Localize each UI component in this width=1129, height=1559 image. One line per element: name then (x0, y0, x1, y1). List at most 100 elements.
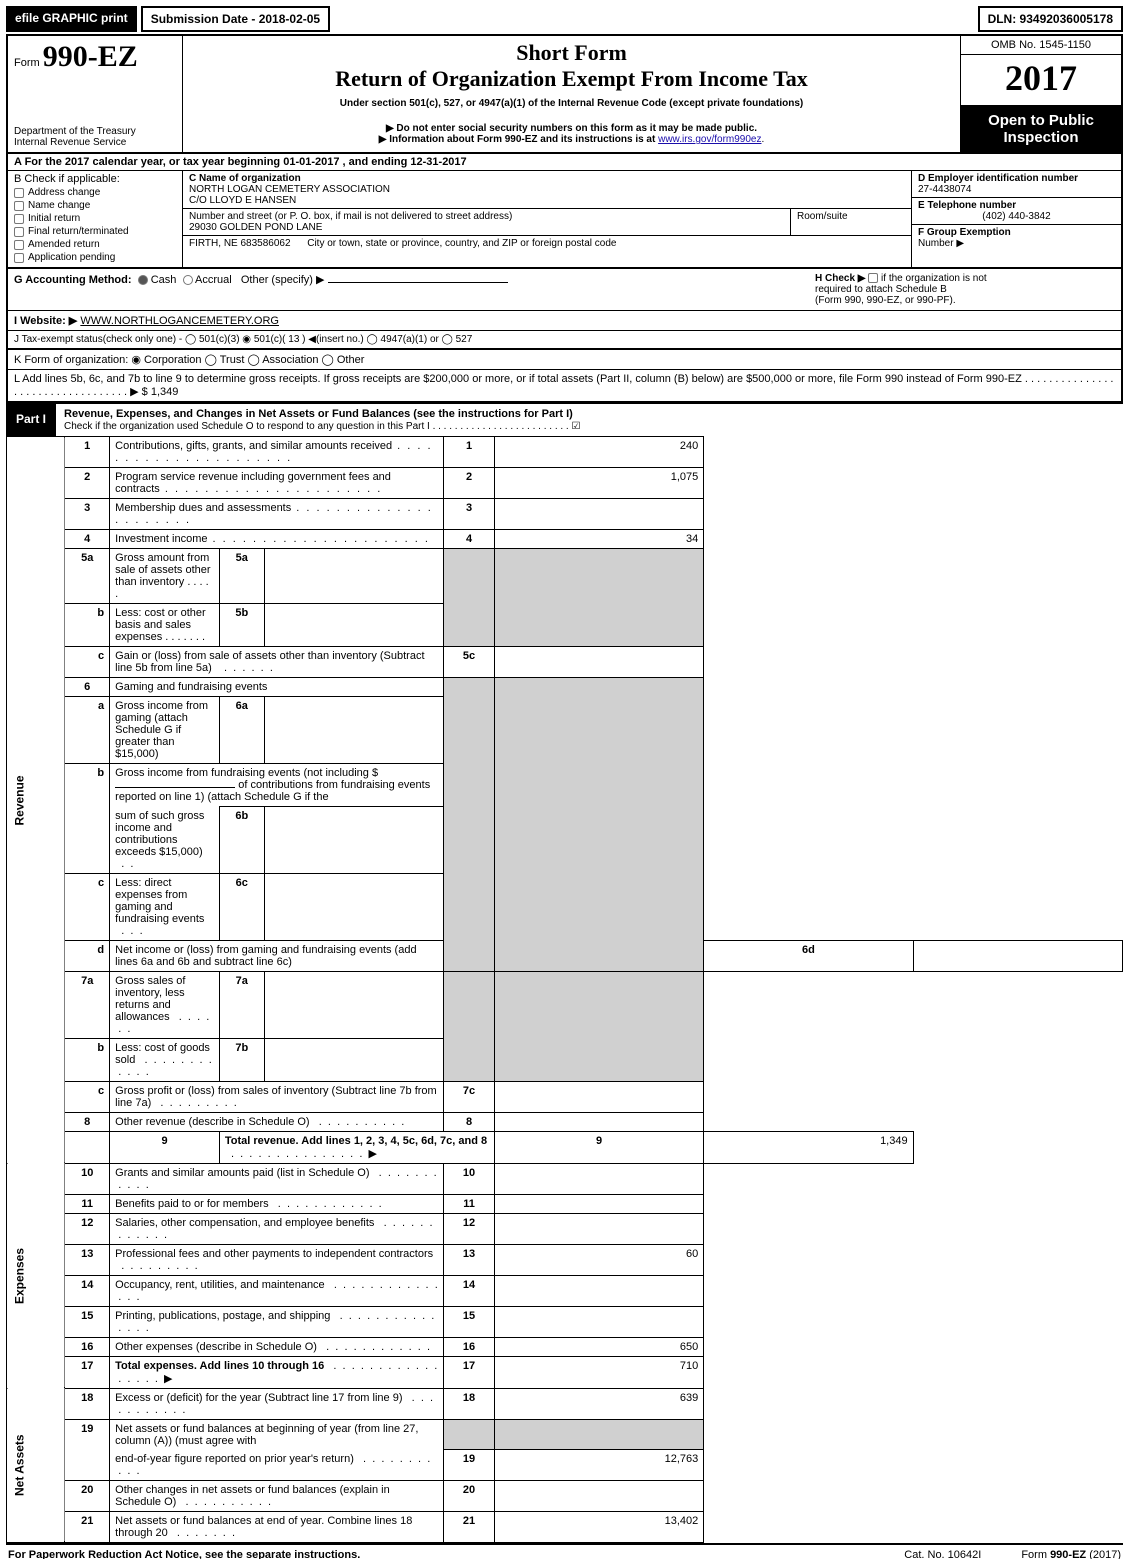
line-2-val: 1,075 (494, 468, 703, 499)
line-20-num: 20 (444, 1480, 495, 1511)
form-footer-label: Form 990-EZ (2017) (1021, 1549, 1121, 1559)
line-4-no: 4 (65, 530, 110, 549)
group-exemption-block: F Group Exemption Number ▶ (912, 225, 1121, 251)
line-12-val (494, 1213, 703, 1244)
line-7c-text: Gross profit or (loss) from sales of inv… (115, 1085, 437, 1109)
period-end: 12-31-2017 (410, 156, 466, 168)
form-of-organization: K Form of organization: ◉ Corporation ◯ … (8, 350, 1121, 369)
line-16-num: 16 (444, 1337, 495, 1356)
line-5a-mini: 5a (219, 549, 264, 604)
cash-radio[interactable] (138, 275, 148, 285)
tax-exempt-status: J Tax-exempt status(check only one) - ◯ … (8, 330, 1121, 348)
application-pending-label: Application pending (28, 252, 115, 263)
open-to-public: Open to Public Inspection (961, 106, 1121, 152)
grey-7ab (444, 971, 495, 1081)
line-5c-val (494, 647, 703, 678)
line-6c-mini: 6c (219, 873, 264, 940)
address-change-checkbox[interactable] (14, 188, 24, 198)
paperwork-notice-text: For Paperwork Reduction Act Notice, see … (8, 1549, 360, 1559)
form-prefix: Form (14, 57, 40, 69)
line-3-text: Membership dues and assessments (115, 502, 433, 526)
form-id-block: Form 990-EZ Department of the Treasury I… (8, 36, 183, 152)
line-5c-text: Gain or (loss) from sale of assets other… (115, 650, 424, 674)
line-18-val: 639 (494, 1388, 703, 1419)
line-7b-no: b (65, 1038, 110, 1081)
form-title-block: Short Form Return of Organization Exempt… (183, 36, 961, 152)
l-text: L Add lines 5b, 6c, and 7b to line 9 to … (14, 373, 1114, 398)
org-name-block: C Name of organization NORTH LOGAN CEMET… (183, 171, 911, 209)
line-6a-text: Gross income from gaming (attach Schedul… (110, 697, 220, 764)
line-5c-no: c (65, 647, 110, 678)
h-text1: if the organization is not (881, 273, 987, 284)
line-3-no: 3 (65, 499, 110, 530)
h-checkbox[interactable] (868, 273, 878, 283)
form990ez-link[interactable]: www.irs.gov/form990ez (658, 134, 761, 145)
line-2-text: Program service revenue including govern… (115, 471, 391, 495)
c-label: C Name of organization (189, 173, 301, 184)
b-label: B Check if applicable: (14, 173, 176, 185)
amended-return-checkbox[interactable] (14, 240, 24, 250)
line-17-no: 17 (65, 1356, 110, 1388)
line-7b-mini: 7b (219, 1038, 264, 1081)
line-16-no: 16 (65, 1337, 110, 1356)
line-10-num: 10 (444, 1163, 495, 1194)
line-18-num: 18 (444, 1388, 495, 1419)
line-6d-val (913, 940, 1122, 971)
line-8-val (494, 1112, 703, 1131)
line-15-no: 15 (65, 1306, 110, 1337)
line-9-no: 9 (110, 1131, 220, 1163)
other-specify-line[interactable] (328, 282, 508, 283)
footer-form-number: 990-EZ (1050, 1549, 1086, 1559)
accrual-radio[interactable] (183, 275, 193, 285)
initial-return-checkbox[interactable] (14, 214, 24, 224)
initial-return-label: Initial return (28, 213, 80, 224)
grey-19-val (494, 1419, 703, 1450)
line-13-text: Professional fees and other payments to … (115, 1248, 433, 1260)
org-name: NORTH LOGAN CEMETERY ASSOCIATION (189, 184, 905, 195)
line-10-no: 10 (65, 1163, 110, 1194)
line-6c-mini-val (264, 873, 443, 940)
line-12-no: 12 (65, 1213, 110, 1244)
line-19-text2: end-of-year figure reported on prior yea… (115, 1453, 354, 1465)
ssn-warning: ▶ Do not enter social security numbers o… (191, 123, 952, 134)
line-13-num: 13 (444, 1244, 495, 1275)
line-14-text: Occupancy, rent, utilities, and maintena… (115, 1279, 325, 1291)
line-7a-no: 7a (65, 971, 110, 1038)
final-return-checkbox[interactable] (14, 227, 24, 237)
schedule-b-check: H Check ▶ if the organization is not req… (815, 273, 1115, 306)
room-suite: Room/suite (791, 209, 911, 235)
application-pending-checkbox[interactable] (14, 253, 24, 263)
line-7c-val (494, 1081, 703, 1112)
line-19-num: 19 (444, 1450, 495, 1481)
line-5a-no: 5a (65, 549, 110, 604)
name-change-checkbox[interactable] (14, 201, 24, 211)
line-5a-text: Gross amount from sale of assets other t… (115, 552, 210, 588)
final-return-label: Final return/terminated (28, 226, 129, 237)
line-17-text: Total expenses. Add lines 10 through 16 (115, 1360, 324, 1372)
line-4-val: 34 (494, 530, 703, 549)
other-specify: Other (specify) ▶ (241, 274, 325, 286)
line-3-num: 3 (444, 499, 495, 530)
line-6b-mini-val (264, 807, 443, 874)
line-19-val: 12,763 (494, 1450, 703, 1481)
street-address: 29030 GOLDEN POND LANE (189, 222, 784, 233)
form-number: 990-EZ (43, 40, 138, 73)
grey-19 (444, 1419, 495, 1450)
line-6b-blank[interactable] (115, 787, 235, 788)
address-change-label: Address change (28, 187, 100, 198)
expenses-side-label: Expenses (7, 1163, 65, 1388)
line-12-num: 12 (444, 1213, 495, 1244)
revenue-side-label: Revenue (7, 437, 65, 1164)
part-1-title: Revenue, Expenses, and Changes in Net As… (64, 408, 573, 420)
line-6b-pre: Gross income from fundraising events (no… (115, 767, 378, 779)
efile-print-button[interactable]: efile GRAPHIC print (6, 6, 137, 32)
website-url[interactable]: WWW.NORTHLOGANCEMETERY.ORG (80, 315, 279, 327)
line-18-no: 18 (65, 1388, 110, 1419)
line-2-num: 2 (444, 468, 495, 499)
line-9-num: 9 (494, 1131, 703, 1163)
accounting-method: G Accounting Method: Cash Accrual Other … (14, 273, 815, 306)
line-17-val: 710 (494, 1356, 703, 1388)
line-14-no: 14 (65, 1275, 110, 1306)
paperwork-notice: For Paperwork Reduction Act Notice, see … (8, 1549, 360, 1559)
line-5c-num: 5c (444, 647, 495, 678)
